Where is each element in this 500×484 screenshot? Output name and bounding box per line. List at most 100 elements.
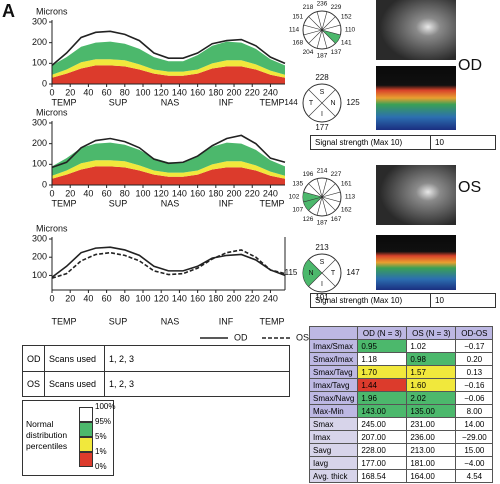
- x-tick-label: 0: [49, 87, 54, 97]
- clock-value: 161: [341, 181, 352, 188]
- quadrant-letter: I: [321, 281, 323, 288]
- clock-value: 102: [289, 194, 300, 201]
- clock-sector: [303, 192, 322, 202]
- y-axis-label: Microns: [36, 223, 68, 233]
- clock-sector: [322, 30, 341, 44]
- clock-divider: [303, 191, 323, 198]
- region-label: SUP: [109, 316, 128, 326]
- x-tick-label: 120: [154, 188, 169, 198]
- value-cell: 2.02: [406, 391, 457, 405]
- clock-value: 141: [341, 40, 352, 47]
- y-axis-label: Microns: [36, 6, 68, 16]
- legend-swatch: [79, 422, 93, 437]
- legend-title: Normal distribution percentiles: [26, 419, 68, 451]
- value-cell: 177.00: [357, 456, 408, 470]
- region-label: NAS: [161, 198, 180, 208]
- scans-row: OS Scans used 1, 2, 3: [23, 371, 289, 396]
- clock-divider: [321, 196, 328, 216]
- value-cell: 8.00: [455, 404, 494, 418]
- table-row: Smax 245.00 231.00 14.00: [308, 417, 494, 431]
- clock-value: 196: [303, 171, 314, 178]
- header-cell: OS (N = 3): [406, 326, 457, 340]
- normal-band: [52, 41, 285, 75]
- value-cell: 1.70: [357, 365, 408, 379]
- x-tick-label: 80: [120, 87, 130, 97]
- x-tick-label: 220: [245, 87, 260, 97]
- value-cell: 135.00: [406, 404, 457, 418]
- clock-divider: [321, 196, 341, 203]
- fundus-image: [376, 165, 456, 225]
- clock-divider: [321, 191, 341, 198]
- x-tick-label: 200: [227, 188, 242, 198]
- value-cell: 0.98: [406, 352, 457, 366]
- clock-divider: [316, 11, 323, 31]
- y-tick-label: 0: [42, 78, 47, 88]
- quadrant-letter: S: [320, 89, 325, 96]
- x-tick-label: 240: [263, 87, 278, 97]
- row-label: Imax/Tavg: [308, 378, 359, 392]
- row-label: Smax/Imax: [308, 352, 359, 366]
- x-tick-label: 100: [136, 87, 151, 97]
- signal-value: 10: [435, 138, 444, 147]
- legend-swatch: [79, 407, 93, 422]
- x-tick-label: 220: [245, 188, 260, 198]
- x-tick-label: 180: [208, 87, 223, 97]
- clock-value: 187: [317, 53, 328, 60]
- row-label: Imax: [308, 430, 359, 444]
- legend-level: 95%: [95, 417, 112, 426]
- x-tick-label: 60: [102, 87, 112, 97]
- value-cell: −29.00: [455, 430, 494, 444]
- quadrant-sector: [302, 259, 322, 287]
- clock-value: 167: [331, 216, 342, 223]
- thickness-line: [51, 249, 286, 279]
- x-tick-label: 240: [263, 188, 278, 198]
- header-cell: OD (N = 3): [357, 326, 408, 340]
- y-tick-label: 0: [42, 179, 47, 189]
- clock-value: 227: [331, 171, 342, 178]
- quadrant-letter: I: [321, 111, 323, 118]
- thickness-line: [51, 134, 286, 169]
- clock-divider: [316, 178, 323, 198]
- normal-band: [52, 65, 285, 84]
- clock-divider: [321, 29, 328, 49]
- quadrant-value: 125: [346, 98, 360, 107]
- table-row: Imax 207.00 236.00 −29.00: [308, 430, 494, 444]
- label-cell: Scans used: [45, 346, 105, 371]
- row-label: Avg. thick: [308, 469, 359, 483]
- value-cell: 1.18: [357, 352, 408, 366]
- scans-table: OD Scans used 1, 2, 3 OS Scans used 1, 2…: [22, 345, 290, 397]
- clock-value: 187: [317, 220, 328, 227]
- value-cell: 245.00: [357, 417, 408, 431]
- clock-divider: [321, 196, 336, 211]
- clock-value: 152: [341, 14, 352, 21]
- row-label: Savg: [308, 443, 359, 457]
- region-label: TEMP: [51, 97, 76, 107]
- table-row: Avg. thick 168.54 164.00 4.54: [308, 469, 494, 483]
- clock-divider: [321, 24, 341, 31]
- clock-value: 135: [292, 181, 303, 188]
- clock-divider: [321, 11, 328, 31]
- region-label: TEMP: [259, 198, 284, 208]
- x-tick-label: 60: [102, 188, 112, 198]
- x-tick-label: 140: [172, 188, 187, 198]
- region-label: TEMP: [51, 198, 76, 208]
- clock-sector: [303, 197, 322, 211]
- table-row: Smax/Navg 1.96 2.02 −0.06: [308, 391, 494, 405]
- x-tick-label: 100: [136, 188, 151, 198]
- clock-divider: [321, 178, 328, 198]
- value-cell: 143.00: [357, 404, 408, 418]
- quadrant-letter: N: [308, 270, 313, 277]
- row-label: Max-Min: [308, 404, 359, 418]
- quadrant-value: 213: [315, 243, 329, 252]
- quadrant-value: 228: [315, 73, 329, 82]
- y-tick-label: 200: [32, 37, 47, 47]
- legend-level: 100%: [95, 402, 116, 411]
- region-label: TEMP: [259, 316, 284, 326]
- legend-level: 1%: [95, 447, 107, 456]
- legend-swatch: [79, 437, 93, 452]
- value-cell: 0.20: [455, 352, 494, 366]
- clock-divider: [321, 29, 336, 44]
- clock-value: 236: [317, 1, 328, 8]
- value-cell: 181.00: [406, 456, 457, 470]
